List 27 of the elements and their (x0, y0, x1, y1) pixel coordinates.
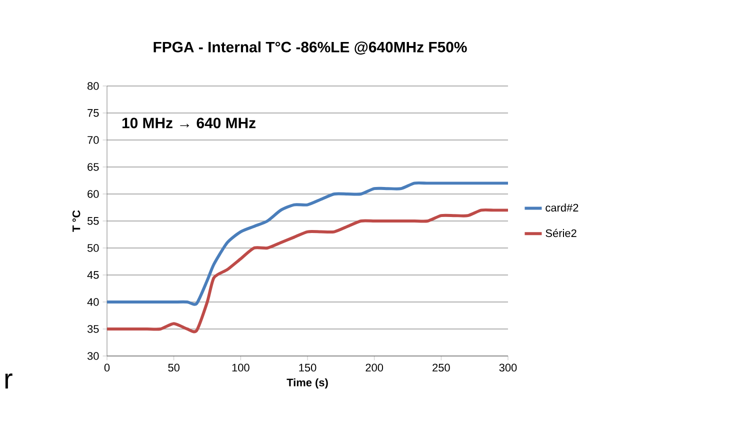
x-tick-label: 250 (432, 364, 450, 372)
y-tick-label: 65 (88, 163, 99, 171)
y-tick-label: 75 (88, 109, 99, 117)
x-tick-label: 200 (366, 364, 384, 372)
y-tick-label: 40 (87, 298, 99, 306)
chart-title: FPGA - Internal T°C -86%LE @640MHz F50% (154, 41, 467, 55)
legend-label: Série2 (546, 228, 576, 238)
annotation: 10 MHz → 640 MHz (122, 118, 256, 128)
x-tick-label: 300 (499, 364, 517, 372)
legend-label: card#2 (546, 204, 578, 212)
y-tick-label: 35 (87, 325, 99, 333)
x-tick-label: 100 (232, 364, 250, 372)
x-axis-title: Time (s) (286, 378, 328, 389)
y-tick-label: 80 (88, 82, 99, 90)
y-tick-label: 55 (87, 217, 99, 225)
y-tick-label: 45 (87, 271, 99, 279)
line-series (106, 181, 510, 306)
x-tick-label: 150 (299, 364, 316, 372)
y-tick-label: 60 (88, 190, 99, 198)
x-tick-label: 0 (104, 364, 110, 372)
y-tick-label: 50 (87, 244, 99, 252)
line-series (106, 208, 510, 333)
y-tick-label: 30 (87, 352, 99, 360)
text: r (5, 373, 12, 388)
y-tick-label: 70 (88, 136, 99, 144)
y-axis-title: T °C (72, 210, 80, 232)
x-tick-label: 50 (168, 364, 180, 372)
